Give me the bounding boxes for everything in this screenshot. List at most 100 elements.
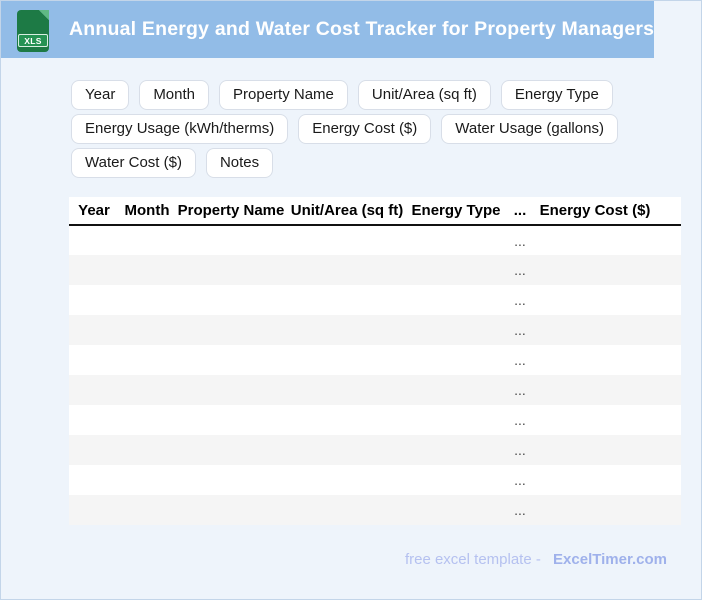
table-cell <box>69 345 119 375</box>
table-row: ... <box>69 225 681 255</box>
table-cell <box>407 465 505 495</box>
table-cell <box>119 405 175 435</box>
table-cell <box>287 345 407 375</box>
footer: free excel template - ExcelTimer.com <box>405 551 667 568</box>
table-cell <box>175 375 287 405</box>
table-cell <box>69 225 119 255</box>
table-cell <box>655 375 681 405</box>
table-cell <box>287 435 407 465</box>
column-chip[interactable]: Month <box>139 80 210 110</box>
table-cell <box>407 225 505 255</box>
table-row: ... <box>69 315 681 345</box>
page-title: Annual Energy and Water Cost Tracker for… <box>69 18 655 40</box>
table-cell-ellipsis: ... <box>514 322 526 338</box>
table-cell <box>535 405 655 435</box>
table-cell <box>175 495 287 525</box>
table-cell-ellipsis: ... <box>514 412 526 428</box>
table-cell <box>69 375 119 405</box>
table-cell <box>175 225 287 255</box>
table-cell <box>119 495 175 525</box>
column-chip[interactable]: Property Name <box>219 80 348 110</box>
table-cell <box>119 315 175 345</box>
table-cell <box>69 285 119 315</box>
table-cell <box>175 255 287 285</box>
column-chip[interactable]: Energy Cost ($) <box>298 114 432 144</box>
table-cell-ellipsis: ... <box>514 382 526 398</box>
data-table: Year Month Property Name Unit/Area (sq ft) E… <box>69 197 681 525</box>
table-cell <box>287 225 407 255</box>
table-cell <box>535 345 655 375</box>
table-cell <box>69 315 119 345</box>
table-header-row: Year Month Property Name Unit/Area (sq ft) E… <box>69 197 681 226</box>
table-cell <box>535 285 655 315</box>
table-row: ... <box>69 285 681 315</box>
xls-fold-corner-icon <box>39 10 49 20</box>
table-cell <box>287 375 407 405</box>
table-header-cell: Property Name <box>175 197 287 226</box>
table-cell <box>175 285 287 315</box>
table-cell-ellipsis: ... <box>514 442 526 458</box>
table-row: ... <box>69 435 681 465</box>
table-cell <box>655 225 681 255</box>
table-cell <box>69 435 119 465</box>
column-chip[interactable]: Energy Usage (kWh/therms) <box>71 114 289 144</box>
table-cell <box>655 495 681 525</box>
table-cell <box>655 405 681 435</box>
column-chip[interactable]: Notes <box>205 148 274 178</box>
table-cell-ellipsis: ... <box>514 292 526 308</box>
footer-brand-link[interactable]: ExcelTimer.com <box>553 551 667 568</box>
table-cell <box>119 285 175 315</box>
table-cell <box>175 435 287 465</box>
table-cell <box>407 375 505 405</box>
table-header-cell: Year <box>69 197 119 226</box>
table-cell <box>175 405 287 435</box>
table-cell-ellipsis: ... <box>514 262 526 278</box>
xls-file-icon: XLS <box>17 10 49 52</box>
table-cell <box>535 255 655 285</box>
table-cell <box>69 465 119 495</box>
column-chip[interactable]: Water Usage (gallons) <box>441 114 618 144</box>
table-cell <box>287 285 407 315</box>
table-cell <box>655 285 681 315</box>
table-cell <box>407 315 505 345</box>
table-cell <box>119 255 175 285</box>
table-cell <box>69 255 119 285</box>
table-cell <box>287 405 407 435</box>
table-row: ... <box>69 465 681 495</box>
table-cell <box>119 435 175 465</box>
column-chip[interactable]: Unit/Area (sq ft) <box>357 80 491 110</box>
table-cell <box>407 345 505 375</box>
table-container: Year Month Property Name Unit/Area (sq ft) E… <box>69 197 681 525</box>
chips-container: Year Month Property Name Unit/Area (sq ft) E… <box>71 80 701 178</box>
table-header-cell: Energy Type <box>407 197 505 226</box>
table-row: ... <box>69 255 681 285</box>
table-header-cell: ... <box>505 197 535 226</box>
table-cell <box>287 315 407 345</box>
column-chip[interactable]: Water Cost ($) <box>71 148 196 178</box>
table-cell <box>407 435 505 465</box>
column-chip[interactable]: Energy Type <box>500 80 613 110</box>
table-cell <box>655 345 681 375</box>
table-row: ... <box>69 495 681 525</box>
table-header-cell: Unit/Area (sq ft) <box>287 197 407 226</box>
column-chip[interactable]: Year <box>71 80 130 110</box>
table-cell-ellipsis: ... <box>514 502 526 518</box>
table-cell <box>535 375 655 405</box>
table-cell <box>69 405 119 435</box>
table-cell <box>287 255 407 285</box>
table-cell <box>287 465 407 495</box>
table-cell <box>407 495 505 525</box>
table-cell <box>535 315 655 345</box>
table-cell <box>119 465 175 495</box>
table-cell <box>175 345 287 375</box>
table-cell <box>655 315 681 345</box>
header-bar: XLS Annual Energy and Water Cost Tracker… <box>1 1 654 58</box>
table-cell <box>535 225 655 255</box>
table-row: ... <box>69 405 681 435</box>
table-cell <box>407 405 505 435</box>
table-cell <box>535 465 655 495</box>
table-cell <box>119 375 175 405</box>
table-body: ... ... <box>69 225 681 525</box>
table-cell <box>535 435 655 465</box>
